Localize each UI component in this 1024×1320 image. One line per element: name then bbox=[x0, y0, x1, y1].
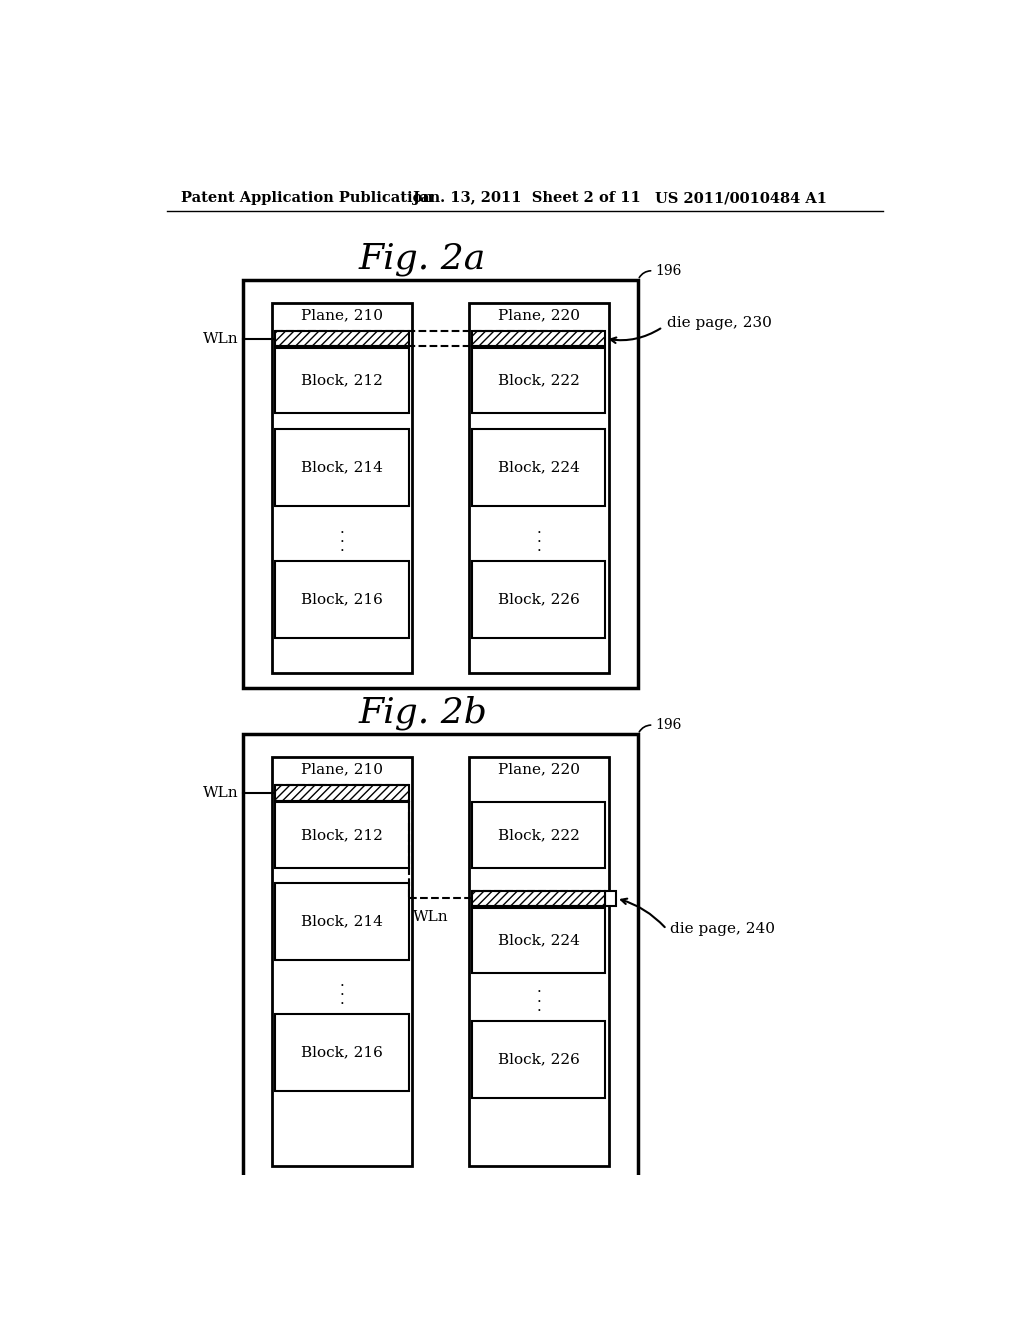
Bar bbox=[272, 758, 412, 1166]
Text: Block, 216: Block, 216 bbox=[301, 593, 383, 607]
Text: .: . bbox=[340, 993, 344, 1007]
Text: die page, 240: die page, 240 bbox=[671, 923, 775, 936]
Text: .: . bbox=[340, 531, 344, 545]
Text: Block, 214: Block, 214 bbox=[301, 915, 383, 928]
Text: Plane, 220: Plane, 220 bbox=[498, 309, 580, 322]
Text: Block, 222: Block, 222 bbox=[498, 374, 580, 388]
Text: .: . bbox=[537, 982, 541, 995]
Text: Fig. 2a: Fig. 2a bbox=[358, 242, 486, 276]
Text: Block, 216: Block, 216 bbox=[301, 1045, 383, 1060]
Text: Block, 212: Block, 212 bbox=[301, 374, 383, 388]
Bar bbox=[275, 348, 409, 413]
Bar bbox=[472, 908, 605, 973]
Text: Block, 222: Block, 222 bbox=[498, 828, 580, 842]
Bar bbox=[469, 758, 608, 1166]
Bar bbox=[275, 561, 409, 638]
Text: .: . bbox=[537, 540, 541, 554]
Text: die page, 230: die page, 230 bbox=[667, 317, 771, 330]
Text: US 2011/0010484 A1: US 2011/0010484 A1 bbox=[655, 191, 827, 206]
Text: .: . bbox=[537, 531, 541, 545]
Bar bbox=[243, 280, 638, 688]
Text: Block, 226: Block, 226 bbox=[498, 593, 580, 607]
Bar bbox=[472, 803, 605, 867]
Bar bbox=[472, 348, 605, 413]
Text: Fig. 2b: Fig. 2b bbox=[358, 696, 487, 730]
Text: Block, 212: Block, 212 bbox=[301, 828, 383, 842]
Text: Block, 224: Block, 224 bbox=[498, 933, 580, 948]
Bar bbox=[472, 1020, 605, 1098]
Text: .: . bbox=[537, 1001, 541, 1014]
Bar bbox=[472, 561, 605, 638]
Text: Plane, 220: Plane, 220 bbox=[498, 763, 580, 776]
Text: Block, 224: Block, 224 bbox=[498, 461, 580, 474]
Text: Patent Application Publication: Patent Application Publication bbox=[180, 191, 433, 206]
Bar bbox=[605, 891, 616, 906]
Bar bbox=[243, 734, 638, 1181]
Text: .: . bbox=[340, 974, 344, 989]
Bar bbox=[275, 331, 409, 346]
Bar bbox=[275, 785, 409, 800]
Text: .: . bbox=[537, 991, 541, 1005]
Text: WLn: WLn bbox=[413, 909, 449, 924]
Bar bbox=[275, 1014, 409, 1090]
Bar bbox=[472, 429, 605, 506]
Text: WLn: WLn bbox=[203, 331, 238, 346]
Text: 196: 196 bbox=[655, 718, 681, 733]
Text: Block, 226: Block, 226 bbox=[498, 1052, 580, 1067]
Text: Block, 214: Block, 214 bbox=[301, 461, 383, 474]
Text: 196: 196 bbox=[655, 264, 681, 277]
Text: .: . bbox=[340, 540, 344, 554]
Text: Plane, 210: Plane, 210 bbox=[301, 763, 383, 776]
Text: WLn: WLn bbox=[203, 785, 238, 800]
Bar bbox=[272, 304, 412, 673]
Bar bbox=[275, 429, 409, 506]
Text: Jan. 13, 2011  Sheet 2 of 11: Jan. 13, 2011 Sheet 2 of 11 bbox=[414, 191, 641, 206]
Bar bbox=[472, 331, 605, 346]
Bar bbox=[469, 304, 608, 673]
Bar bbox=[275, 803, 409, 867]
Text: .: . bbox=[537, 521, 541, 536]
Text: .: . bbox=[340, 521, 344, 536]
Bar bbox=[275, 883, 409, 960]
Bar bbox=[472, 891, 605, 906]
Text: Plane, 210: Plane, 210 bbox=[301, 309, 383, 322]
Text: .: . bbox=[340, 983, 344, 998]
